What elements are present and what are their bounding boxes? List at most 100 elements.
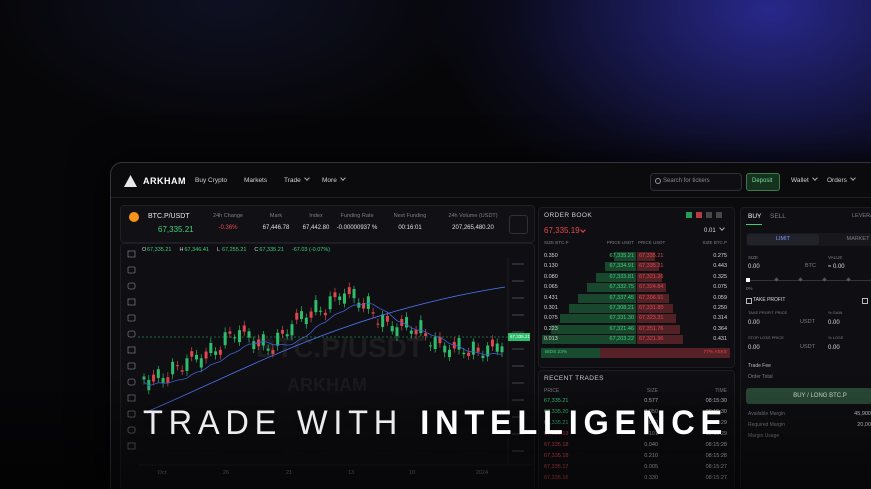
- candle-body: [390, 326, 394, 332]
- ohlc-value: 67,335.21: [259, 247, 284, 253]
- bid-depth: [542, 335, 636, 345]
- candle-body: [414, 329, 418, 335]
- field-value: ≈ 0.00: [828, 264, 845, 270]
- candle-body: [276, 332, 280, 346]
- bid-depth: [551, 324, 636, 334]
- nav-link[interactable]: Trade: [284, 177, 309, 185]
- headline-bold: INTELLIGENCE: [420, 404, 728, 442]
- view-toggle: [696, 212, 702, 218]
- ask-depth: [637, 335, 683, 345]
- ohlc-change: -67.03 (-0.07%): [291, 247, 331, 253]
- candle-body: [190, 351, 194, 357]
- ohlc-value: 67,346.41: [184, 247, 209, 253]
- stat-value: 67,442.80: [302, 225, 330, 231]
- deposit-button: [746, 173, 780, 191]
- candle-body: [204, 351, 208, 359]
- tab-sell[interactable]: SELL: [770, 213, 786, 220]
- asks-label: 77% ASKS: [703, 350, 727, 355]
- ask-price: 67,351.76: [639, 325, 664, 332]
- tab-leverage[interactable]: LEVERAGE: [852, 213, 871, 219]
- candle-body: [237, 330, 241, 343]
- mode-limit[interactable]: LIMIT: [775, 236, 791, 242]
- search-box: [650, 173, 742, 191]
- price-axis-tick: [512, 297, 524, 299]
- candle-body: [342, 293, 346, 304]
- nav-link[interactable]: Markets: [244, 177, 268, 184]
- headline-light: TRADE WITH: [143, 404, 404, 442]
- candle-body: [462, 352, 466, 355]
- bid-price: 67,334.91: [609, 263, 634, 270]
- bid-depth: [569, 304, 636, 313]
- bid-depth: [605, 262, 636, 272]
- asks-bar: [600, 348, 730, 358]
- candle-body: [376, 323, 380, 325]
- candle-body: [266, 348, 270, 351]
- candle-body: [195, 354, 199, 360]
- tool-icon: [127, 330, 136, 338]
- candle-body: [280, 330, 284, 334]
- tick-size: 0.01: [704, 228, 724, 234]
- ask-depth: [637, 304, 673, 313]
- nav-link[interactable]: More: [322, 177, 345, 185]
- tab-buy[interactable]: BUY: [748, 213, 762, 220]
- search-placeholder[interactable]: Search for tickers: [663, 178, 710, 184]
- field-label: TAKE PROFIT PRICE: [748, 310, 788, 315]
- bid-depth: [614, 252, 636, 261]
- tool-icon: [127, 298, 136, 306]
- candle-body: [486, 345, 490, 357]
- bid-price: 67,335.21: [609, 253, 634, 259]
- candle-body: [471, 341, 475, 355]
- bid-price: 67,321.46: [609, 325, 634, 332]
- ask-price: 67,321.96: [639, 336, 664, 343]
- order-book-column: SIZE BTC.P: [544, 240, 569, 245]
- bids-bar: [541, 348, 600, 358]
- candle-body: [223, 332, 227, 346]
- ask-size: 0.443: [713, 263, 727, 270]
- candle-body: [476, 347, 480, 352]
- candle-body: [228, 331, 232, 334]
- nav-menu[interactable]: Orders: [827, 177, 855, 185]
- mode-market[interactable]: MARKET: [846, 236, 870, 242]
- candle-body: [304, 317, 308, 325]
- ask-depth: [637, 314, 676, 324]
- ask-depth: [637, 324, 680, 334]
- candle-body: [214, 351, 218, 355]
- candle-body: [271, 350, 275, 354]
- deposit-label[interactable]: Deposit: [752, 178, 773, 184]
- stat-label: Index: [309, 213, 323, 219]
- ticker-symbol: BTC.P/USDT: [148, 213, 190, 220]
- stat-value: 00:16:01: [398, 225, 422, 231]
- nav-link[interactable]: Buy Crypto: [195, 177, 228, 184]
- bid-price: 67,308.21: [609, 305, 634, 311]
- ohlc-label: C: [254, 247, 259, 253]
- ask-price: 67,321.26: [639, 273, 664, 280]
- tool-icon: [127, 362, 136, 370]
- ask-size: 0.075: [713, 284, 727, 291]
- field-value: 0.00: [748, 264, 760, 270]
- nav-menu[interactable]: Wallet: [791, 177, 817, 185]
- checkbox: [746, 298, 752, 304]
- bid-size: 0.301: [544, 305, 558, 311]
- bid-size: 0.130: [544, 263, 558, 270]
- candle-body: [185, 358, 189, 371]
- stat-label: Funding Rate: [340, 213, 374, 219]
- price-axis-tick: [512, 314, 524, 316]
- candle-body: [381, 314, 385, 327]
- stat-value: -0.00000937 %: [336, 225, 378, 231]
- bid-price: 67,203.22: [609, 336, 634, 343]
- candle-body: [209, 342, 213, 354]
- view-toggle: [716, 212, 722, 218]
- ask-price: 67,335.31: [639, 263, 664, 270]
- fee-label: Trade Fee: [748, 363, 771, 369]
- ask-depth: [637, 272, 662, 282]
- bid-price: 67,332.75: [609, 284, 634, 291]
- ask-size: 0.314: [713, 315, 727, 322]
- field-label: % GAIN: [828, 310, 843, 315]
- bid-size: 0.065: [544, 284, 558, 291]
- candle-body: [457, 338, 461, 350]
- watermark: BTC.P/USDT: [256, 332, 424, 363]
- candle-body: [347, 287, 351, 295]
- field-label: VALUE: [828, 255, 843, 260]
- candle-body: [171, 361, 175, 375]
